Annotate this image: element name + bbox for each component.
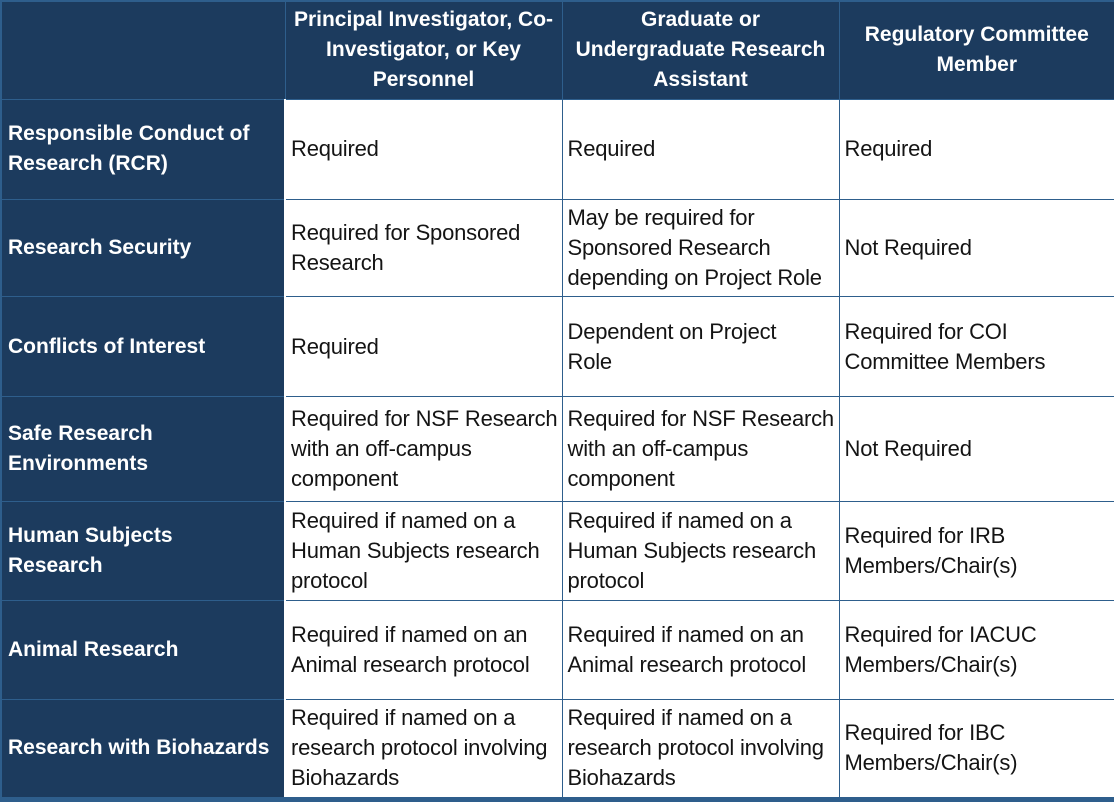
body-cell: Required <box>284 98 563 200</box>
row-header: Research with Biohazards <box>0 698 286 801</box>
table-body: Responsible Conduct of Research (RCR) Re… <box>0 98 1114 801</box>
body-cell: Not Required <box>838 396 1114 503</box>
header-row: Principal Investigator, Co- Investigator… <box>0 0 1114 100</box>
table-row-safe-research-environments: Safe Research Environments Required for … <box>0 396 1114 503</box>
row-header: Animal Research <box>0 599 286 700</box>
body-cell: Required for IBC Members/Chair(s) <box>838 698 1114 801</box>
table-row-animal-research: Animal Research Required if named on an … <box>0 599 1114 700</box>
row-header: Research Security <box>0 198 286 297</box>
row-header: Safe Research Environments <box>0 396 286 503</box>
row-header: Conflicts of Interest <box>0 295 286 398</box>
body-cell: Dependent on Project Role <box>561 295 840 398</box>
body-cell: Required if named on a Human Subjects re… <box>561 501 840 601</box>
body-cell: Not Required <box>838 198 1114 297</box>
table-header: Principal Investigator, Co- Investigator… <box>0 0 1114 100</box>
body-cell: Required <box>838 98 1114 200</box>
body-cell: May be required for Sponsored Research d… <box>561 198 840 297</box>
body-cell: Required for COI Committee Members <box>838 295 1114 398</box>
body-cell: Required if named on a research protocol… <box>284 698 563 801</box>
table-row-research-with-biohazards: Research with Biohazards Required if nam… <box>0 698 1114 801</box>
table-row-research-security: Research Security Required for Sponsored… <box>0 198 1114 297</box>
row-header: Responsible Conduct of Research (RCR) <box>0 98 286 200</box>
column-header-regulatory-committee: Regulatory Committee Member <box>838 0 1114 100</box>
body-cell: Required for IACUC Members/Chair(s) <box>838 599 1114 700</box>
body-cell: Required if named on an Animal research … <box>561 599 840 700</box>
body-cell: Required for NSF Research with an off-ca… <box>284 396 563 503</box>
body-cell: Required if named on an Animal research … <box>284 599 563 700</box>
corner-cell <box>0 0 286 100</box>
column-header-principal-investigator: Principal Investigator, Co- Investigator… <box>284 0 563 100</box>
table-row-rcr: Responsible Conduct of Research (RCR) Re… <box>0 98 1114 200</box>
body-cell: Required for Sponsored Research <box>284 198 563 297</box>
body-cell: Required for NSF Research with an off-ca… <box>561 396 840 503</box>
body-cell: Required if named on a research protocol… <box>561 698 840 801</box>
table-row-conflicts-of-interest: Conflicts of Interest Required Dependent… <box>0 295 1114 398</box>
row-header: Human Subjects Research <box>0 501 286 601</box>
body-cell: Required for IRB Members/Chair(s) <box>838 501 1114 601</box>
body-cell: Required if named on a Human Subjects re… <box>284 501 563 601</box>
table-row-human-subjects-research: Human Subjects Research Required if name… <box>0 501 1114 601</box>
body-cell: Required <box>561 98 840 200</box>
body-cell: Required <box>284 295 563 398</box>
column-header-graduate-assistant: Graduate or Undergraduate Research Assis… <box>561 0 840 100</box>
